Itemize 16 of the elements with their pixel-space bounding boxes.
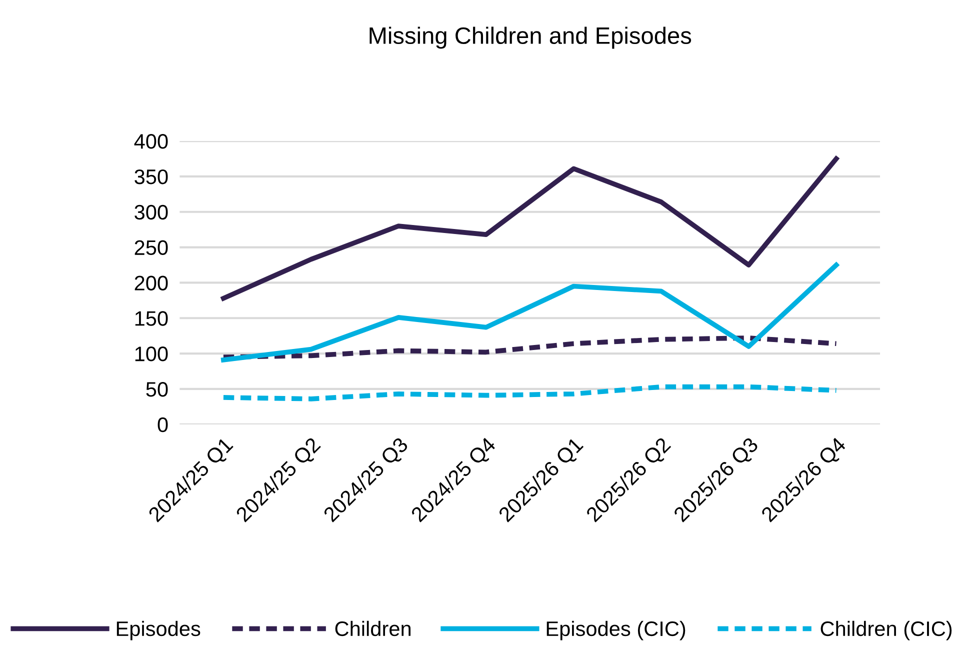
legend-label: Episodes (CIC) (546, 620, 686, 640)
y-tick-label: 350 (134, 169, 168, 184)
y-tick-label: 400 (134, 134, 168, 149)
y-tick-label: 0 (158, 417, 168, 432)
chart-title: Missing Children and Episodes (370, 26, 692, 49)
y-tick-label: 300 (134, 204, 168, 220)
y-tick-label: 200 (134, 276, 168, 290)
y-tick-label: 50 (146, 382, 168, 397)
y-tick-label: 250 (134, 240, 168, 256)
line-series (221, 156, 839, 301)
legend-label: Children (CIC) (820, 620, 952, 640)
line-series (221, 262, 839, 362)
y-tick-label: 100 (135, 346, 168, 362)
legend-label: Children (335, 620, 410, 636)
y-tick-label: 150 (135, 311, 168, 326)
legend-label: Episodes (116, 620, 200, 640)
